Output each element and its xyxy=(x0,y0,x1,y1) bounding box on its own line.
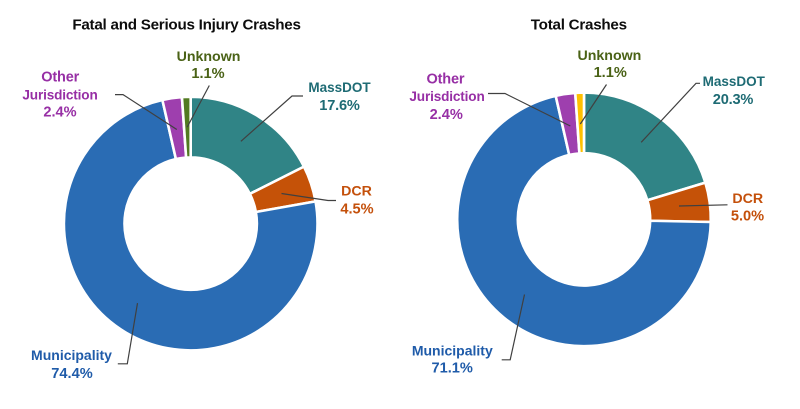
svg-text:Jurisdiction: Jurisdiction xyxy=(409,89,484,104)
svg-text:Other: Other xyxy=(426,71,464,87)
svg-text:1.1%: 1.1% xyxy=(191,66,224,82)
svg-text:Municipality: Municipality xyxy=(412,343,493,359)
svg-text:74.4%: 74.4% xyxy=(51,366,92,382)
svg-text:Other: Other xyxy=(41,70,79,86)
svg-text:2.4%: 2.4% xyxy=(43,105,76,121)
svg-text:DCR: DCR xyxy=(732,191,763,207)
svg-text:Municipality: Municipality xyxy=(31,347,112,363)
svg-text:17.6%: 17.6% xyxy=(319,98,360,114)
svg-text:20.3%: 20.3% xyxy=(713,92,754,108)
svg-text:Unknown: Unknown xyxy=(177,49,241,65)
svg-text:MassDOT: MassDOT xyxy=(308,80,371,95)
svg-text:71.1%: 71.1% xyxy=(432,361,473,377)
svg-text:Unknown: Unknown xyxy=(577,48,641,64)
svg-text:DCR: DCR xyxy=(341,183,372,199)
svg-text:2.4%: 2.4% xyxy=(430,107,463,123)
svg-text:1.1%: 1.1% xyxy=(594,65,627,81)
svg-text:Total Crashes: Total Crashes xyxy=(531,16,627,33)
svg-text:Fatal and Serious Injury Crash: Fatal and Serious Injury Crashes xyxy=(72,16,300,33)
svg-text:MassDOT: MassDOT xyxy=(703,74,766,89)
svg-text:4.5%: 4.5% xyxy=(340,202,373,218)
svg-text:Jurisdiction: Jurisdiction xyxy=(22,88,97,103)
svg-text:5.0%: 5.0% xyxy=(731,208,764,224)
